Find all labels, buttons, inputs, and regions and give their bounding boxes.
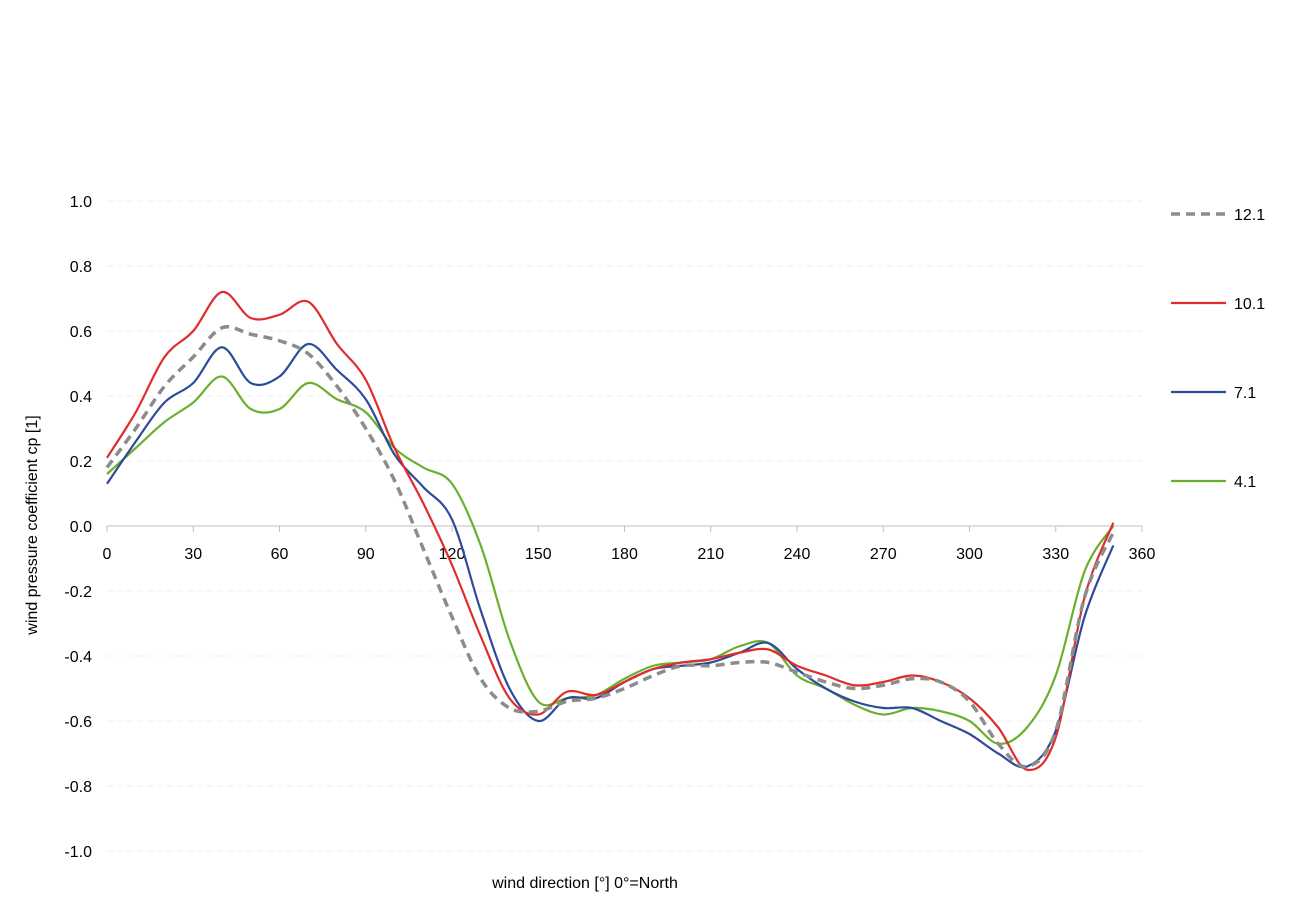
y-tick-label: -0.2 — [64, 584, 92, 601]
x-tick-label: 270 — [870, 546, 897, 563]
x-tick-label: 180 — [611, 546, 638, 563]
y-tick-label: -1.0 — [64, 844, 92, 861]
x-tick-label: 360 — [1129, 546, 1156, 563]
y-tick-label: 0.6 — [70, 324, 92, 341]
x-tick-label: 60 — [271, 546, 289, 563]
series-layer — [105, 290, 1115, 772]
x-tick-label: 330 — [1042, 546, 1069, 563]
y-tick-label: -0.6 — [64, 714, 92, 731]
y-axis-title: wind pressure coefficient cp [1] — [24, 415, 41, 635]
legend: 12.1 10.1 7.1 4.1 — [1171, 207, 1265, 491]
x-axis: 0 30 60 90 120 150 180 210 240 270 300 330 360 — [103, 525, 1156, 563]
y-axis: 1.0 0.8 0.6 0.4 0.2 0.0 -0.2 -0.4 -0.6 -0.8 -1.0 — [64, 194, 92, 861]
legend-label: 4.1 — [1234, 474, 1256, 491]
series-line-4-1 — [106, 375, 1115, 745]
legend-label: 7.1 — [1234, 385, 1256, 402]
series-line-12-1 — [105, 325, 1115, 769]
y-tick-label: 0.2 — [70, 454, 92, 471]
x-tick-label: 240 — [784, 546, 811, 563]
series-line-7-1 — [106, 342, 1115, 769]
x-tick-label: 90 — [357, 546, 375, 563]
y-tick-label: -0.4 — [64, 649, 92, 666]
x-tick-label: 30 — [184, 546, 202, 563]
legend-label: 10.1 — [1234, 296, 1265, 313]
y-tick-label: 0.4 — [70, 389, 92, 406]
x-tick-label: 300 — [956, 546, 983, 563]
y-tick-label: -0.8 — [64, 779, 92, 796]
x-tick-label: 210 — [697, 546, 724, 563]
legend-label: 12.1 — [1234, 207, 1265, 224]
x-tick-label: 150 — [525, 546, 552, 563]
x-axis-title: wind direction [°] 0°=North — [491, 875, 678, 892]
y-tick-label: 0.8 — [70, 259, 92, 276]
y-tick-label: 0.0 — [70, 519, 92, 536]
x-tick-label: 0 — [103, 546, 112, 563]
y-tick-label: 1.0 — [70, 194, 92, 211]
series-line-10-1 — [106, 290, 1115, 772]
